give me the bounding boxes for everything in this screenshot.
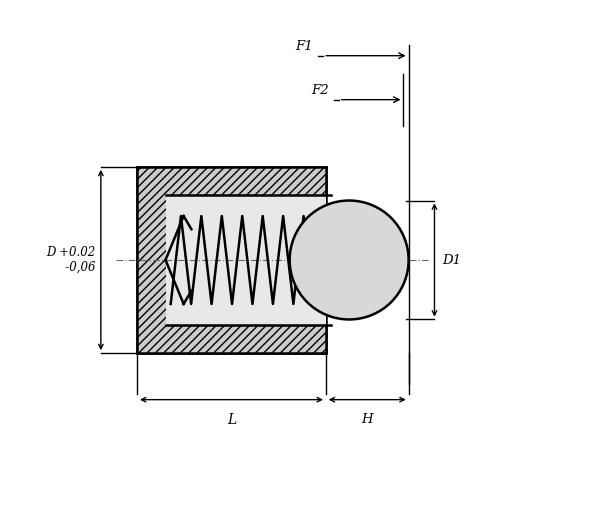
Text: H: H bbox=[361, 412, 373, 425]
Text: F2: F2 bbox=[311, 84, 328, 97]
Text: D1: D1 bbox=[442, 254, 461, 267]
Bar bbox=[137, 167, 326, 196]
Text: L: L bbox=[227, 412, 236, 426]
Circle shape bbox=[290, 201, 409, 319]
Text: D +0.02
   -0,06: D +0.02 -0,06 bbox=[46, 246, 95, 274]
Text: F1: F1 bbox=[295, 40, 313, 53]
Bar bbox=[137, 167, 326, 353]
Bar bbox=[166, 196, 326, 324]
Bar bbox=[137, 167, 166, 353]
Bar bbox=[137, 324, 326, 353]
